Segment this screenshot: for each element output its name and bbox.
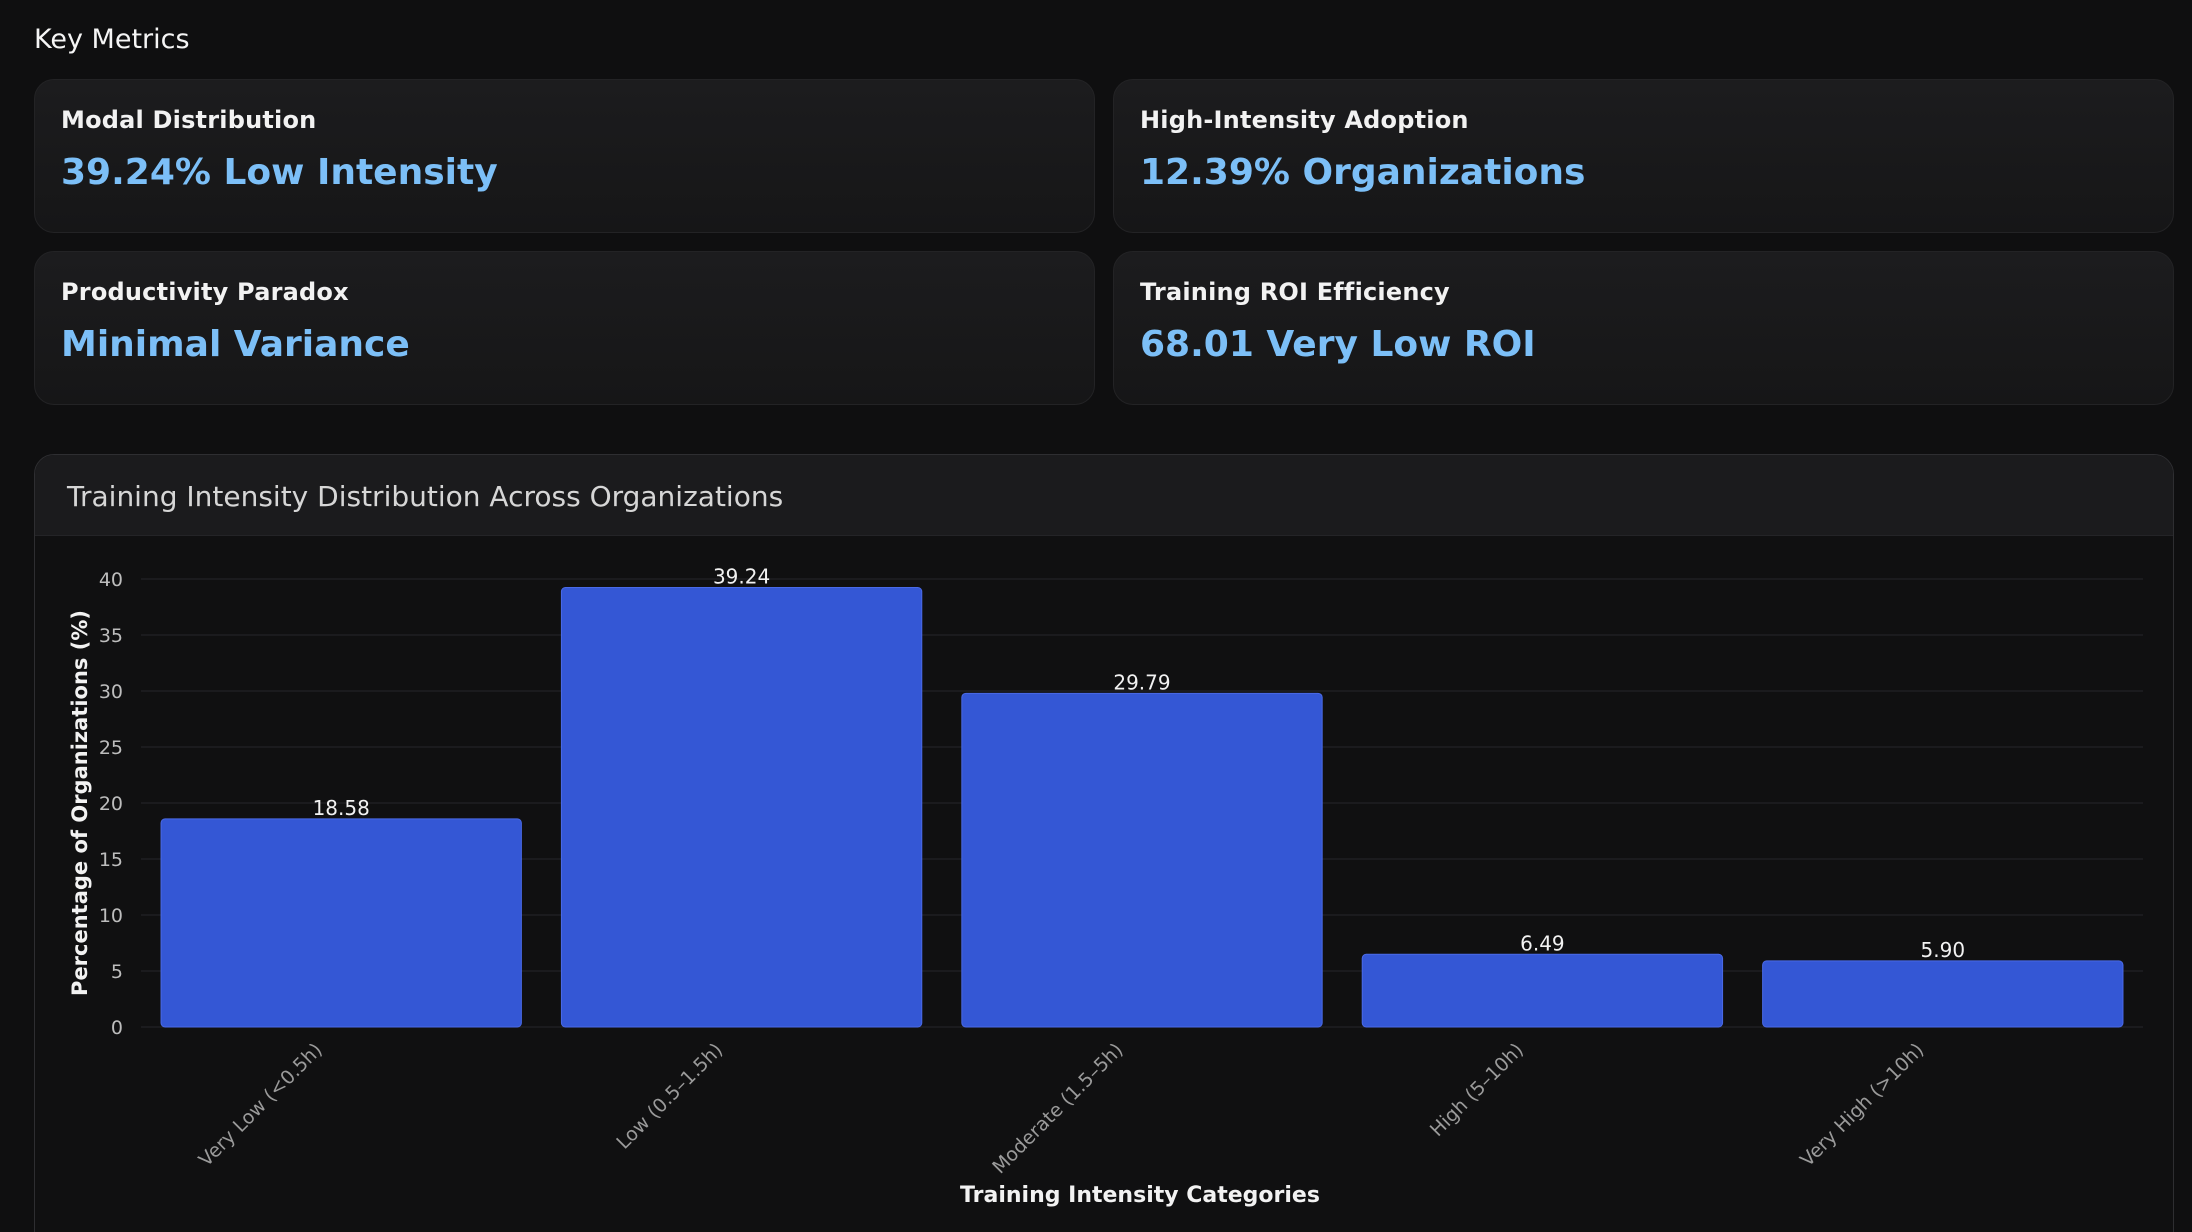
x-tick-label: High (5–10h) bbox=[1426, 1039, 1528, 1141]
metric-card-modal-distribution: Modal Distribution 39.24% Low Intensity bbox=[34, 79, 1095, 233]
section-title: Key Metrics bbox=[34, 24, 190, 55]
metric-card-training-roi-efficiency: Training ROI Efficiency 68.01 Very Low R… bbox=[1113, 251, 2174, 405]
metric-value: Minimal Variance bbox=[61, 324, 410, 365]
x-axis-ticks: Very Low (<0.5h) Low (0.5–1.5h) Moderate (… bbox=[195, 1039, 1929, 1178]
y-tick-label: 0 bbox=[111, 1017, 123, 1039]
bar-value-label: 6.49 bbox=[1520, 931, 1565, 955]
y-axis-title: Percentage of Organizations (%) bbox=[68, 610, 92, 996]
y-tick-label: 30 bbox=[99, 681, 123, 703]
metrics-grid: Modal Distribution 39.24% Low Intensity … bbox=[34, 79, 2174, 405]
x-tick-label: Moderate (1.5–5h) bbox=[988, 1039, 1127, 1178]
metric-value: 68.01 Very Low ROI bbox=[1140, 324, 1536, 365]
metric-value: 12.39% Organizations bbox=[1140, 152, 1586, 193]
metric-label: Modal Distribution bbox=[61, 106, 317, 134]
bar-value-label: 5.90 bbox=[1921, 938, 1966, 962]
chart-card: Training Intensity Distribution Across O… bbox=[34, 454, 2174, 1232]
x-tick-label: Low (0.5–1.5h) bbox=[612, 1039, 727, 1154]
bar[interactable] bbox=[160, 818, 522, 1028]
bar-chart: 0 5 10 15 20 25 30 35 40 18.58 39.24 29.79 6.49 5.90… bbox=[68, 565, 2143, 1208]
x-axis-title: Training Intensity Categories bbox=[960, 1183, 1320, 1208]
x-tick-label: Very High (>10h) bbox=[1796, 1039, 1928, 1171]
bar-value-label: 18.58 bbox=[313, 796, 370, 820]
bar-value-label: 39.24 bbox=[713, 565, 770, 589]
bar[interactable] bbox=[961, 692, 1323, 1028]
bars bbox=[160, 587, 2124, 1028]
y-tick-label: 40 bbox=[99, 569, 123, 591]
y-tick-label: 25 bbox=[99, 737, 123, 759]
metric-card-high-intensity-adoption: High-Intensity Adoption 12.39% Organizat… bbox=[1113, 79, 2174, 233]
metric-value: 39.24% Low Intensity bbox=[61, 152, 498, 193]
chart-title: Training Intensity Distribution Across O… bbox=[35, 455, 2173, 536]
y-tick-label: 35 bbox=[99, 625, 123, 647]
bar-value-labels: 18.58 39.24 29.79 6.49 5.90 bbox=[313, 565, 1965, 962]
bar-value-label: 29.79 bbox=[1113, 670, 1170, 694]
y-axis-ticks: 0 5 10 15 20 25 30 35 40 bbox=[99, 569, 123, 1039]
y-tick-label: 15 bbox=[99, 849, 123, 871]
bar[interactable] bbox=[1762, 960, 2124, 1028]
bar[interactable] bbox=[1361, 953, 1724, 1028]
metric-label: Productivity Paradox bbox=[61, 278, 349, 306]
y-tick-label: 20 bbox=[99, 793, 123, 815]
y-tick-label: 5 bbox=[111, 961, 123, 983]
metric-label: High-Intensity Adoption bbox=[1140, 106, 1469, 134]
bar[interactable] bbox=[560, 587, 923, 1028]
y-tick-label: 10 bbox=[99, 905, 123, 927]
x-tick-label: Very Low (<0.5h) bbox=[195, 1039, 327, 1171]
metric-label: Training ROI Efficiency bbox=[1140, 278, 1450, 306]
metric-card-productivity-paradox: Productivity Paradox Minimal Variance bbox=[34, 251, 1095, 405]
